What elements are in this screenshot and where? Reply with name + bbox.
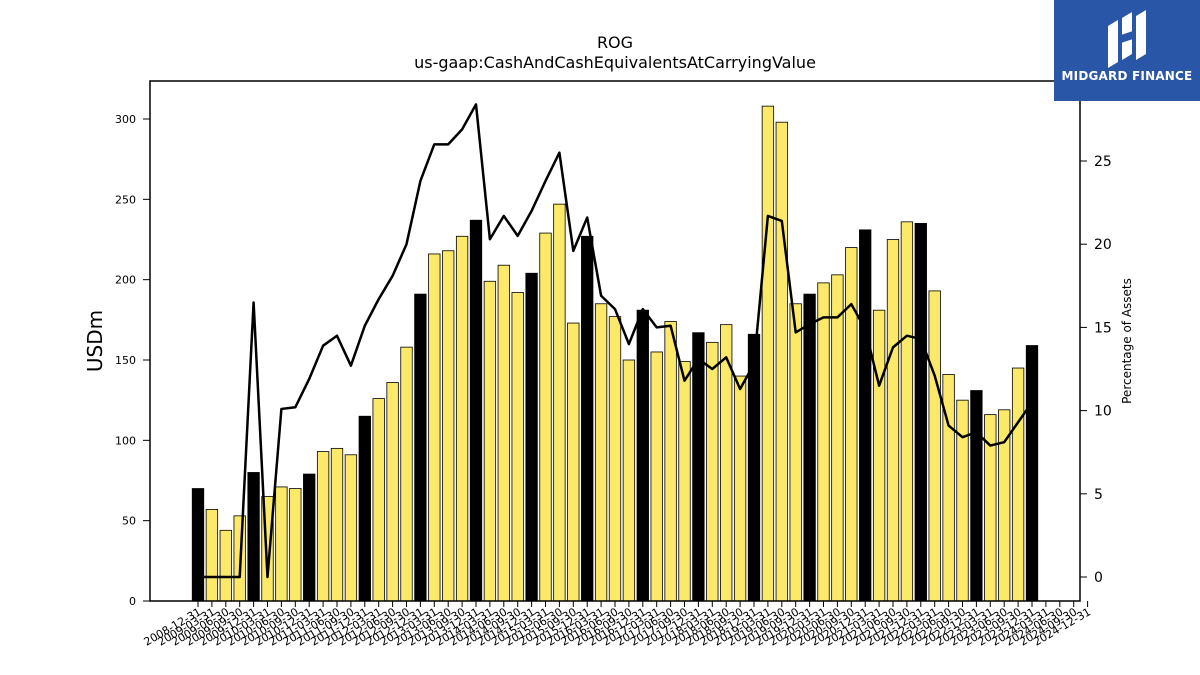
bar [511,292,524,602]
bar [956,399,969,602]
bar [817,282,830,602]
y-axis-right: 0 5 10 15 20 25 [1080,154,1112,586]
y-tick-label: 50 [122,515,136,528]
y2-tick-label: 5 [1094,487,1103,503]
bar [344,454,358,602]
bar [775,121,788,602]
bar [886,239,900,602]
bar [789,303,802,602]
bar [650,351,663,602]
bar [316,451,330,602]
bar [497,264,510,602]
bar [664,321,677,602]
bar [483,280,497,602]
bar [567,322,580,602]
bar [872,309,886,602]
bar [386,382,399,602]
chart-subtitle: us-gaap:CashAndCashEquivalentsAtCarrying… [414,53,816,72]
bar [733,375,747,602]
bar [469,219,483,602]
bar [539,232,552,602]
bar [859,229,872,602]
bar [205,509,219,602]
bar [761,105,775,602]
bar [594,303,608,602]
y-tick-label: 0 [129,595,136,608]
percentage-line [198,103,1034,579]
bar [1025,345,1039,602]
bar [455,235,469,602]
x-axis: 2008-12-312009-03-312009-06-302009-09-30… [142,601,1093,649]
bar [581,235,594,602]
logo-mark-icon [1108,10,1146,68]
bar [1011,367,1025,602]
y2-tick-label: 20 [1094,237,1112,253]
bar [442,250,455,602]
bar [289,488,302,602]
bar [191,488,205,602]
chart-title: ROG [597,33,633,52]
bar [275,486,288,602]
bar [303,473,316,602]
bar [928,290,941,602]
y-axis-left: 0 50 100 150 200 250 300 [115,113,150,608]
y-axis-label: USDm [83,310,107,372]
bar [706,341,719,602]
y2-tick-label: 10 [1094,404,1112,420]
y2-tick-label: 15 [1094,320,1112,336]
bar [525,272,538,602]
bar [692,332,705,602]
bar [400,346,413,602]
bar [247,472,260,602]
y2-axis-label: Percentage of Assets [1120,278,1134,404]
bar [914,223,927,602]
bar [831,274,844,602]
y2-tick-label: 0 [1094,570,1103,586]
y-tick-label: 100 [115,434,136,447]
bar [845,247,858,602]
bar [553,203,566,602]
bar [414,293,427,602]
bar [803,293,816,602]
bar [428,253,441,602]
bar [608,316,622,602]
bar [678,361,691,602]
midgard-finance-logo: MIDGARD FINANCE [1054,0,1200,101]
logo-text: MIDGARD FINANCE [1061,69,1193,83]
bar [622,359,636,602]
bar [219,529,232,602]
y-tick-label: 300 [115,113,136,126]
bar [970,390,983,602]
bar [900,221,914,602]
y-tick-label: 250 [115,193,136,206]
bar [330,447,344,602]
y-tick-label: 150 [115,354,136,367]
bar [358,415,371,602]
bar [636,309,649,602]
bar [372,398,385,602]
y2-tick-label: 25 [1094,154,1112,170]
bar [747,333,761,602]
y-tick-label: 200 [115,274,136,287]
